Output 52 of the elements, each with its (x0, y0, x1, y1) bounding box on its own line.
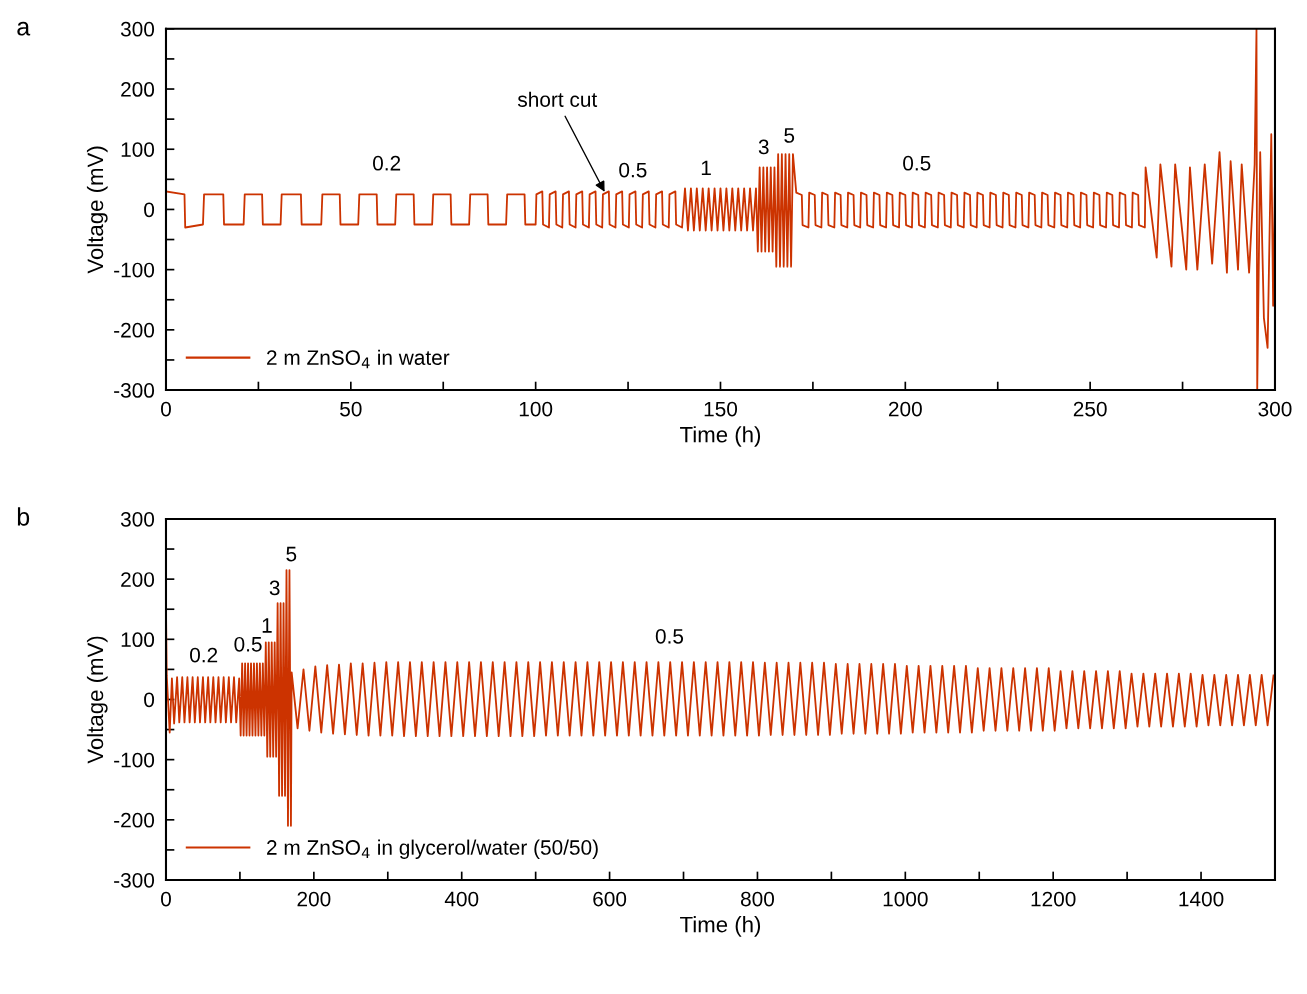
y-tick-label: -100 (114, 262, 155, 278)
annotation: 1 (262, 618, 272, 633)
y-tick-label: -200 (114, 322, 155, 338)
x-tick-label: 800 (740, 891, 775, 907)
x-tick-label: 200 (888, 401, 922, 417)
y-tick-label: -100 (114, 752, 155, 768)
x-tick-label: 0 (161, 891, 171, 907)
annotation: short cut (517, 91, 598, 107)
y-tick-label: 200 (121, 572, 155, 587)
x-tick-label: 1000 (883, 891, 928, 907)
annotation: 0.5 (619, 162, 647, 178)
annotation: 0.5 (903, 155, 931, 171)
annotation: 3 (269, 580, 280, 596)
annotation: 5 (286, 546, 297, 562)
annotation: 5 (784, 128, 795, 143)
x-tick-label: 100 (519, 401, 553, 417)
text: b (17, 507, 30, 526)
y-tick-label: 100 (121, 142, 155, 157)
x-tick-label: 250 (1073, 401, 1107, 417)
line-series (165, 28, 1275, 391)
x-tick-label: 300 (1258, 401, 1292, 417)
y-tick-label: 300 (120, 21, 155, 37)
text: a (17, 21, 31, 36)
annotation: 3 (758, 139, 769, 155)
y-tick-label: -200 (114, 812, 155, 828)
x-tick-label: 200 (297, 891, 331, 907)
y-tick-label: -300 (114, 383, 155, 398)
y-axis-title: Voltage (mV) (86, 146, 108, 274)
x-axis-title: Time (h) (680, 916, 761, 937)
y-tick-label: 0 (144, 202, 155, 218)
x-tick-label: 0 (161, 401, 171, 417)
annotation: 1 (701, 160, 711, 176)
x-tick-label: 1400 (1179, 891, 1224, 907)
y-tick-label: 100 (121, 632, 155, 648)
x-tick-label: 400 (444, 891, 479, 907)
y-tick-label: 0 (144, 692, 155, 708)
legend-label: 2 m ZnSO$_{4}$ in glycerol/water (50/50) (267, 839, 598, 859)
annotation: 0.5 (655, 628, 684, 644)
y-tick-label: -300 (114, 872, 155, 888)
annotation: 0.2 (190, 647, 218, 663)
legend-label: 2 m ZnSO$_{4}$ in water (267, 349, 450, 369)
annotation: 0.5 (234, 636, 262, 652)
annotation: 0.2 (373, 155, 401, 171)
x-tick-label: 150 (704, 401, 738, 417)
x-tick-label: 50 (340, 401, 362, 417)
x-axis-title: Time (h) (680, 426, 761, 447)
y-tick-label: 200 (121, 82, 155, 97)
y-axis-title: Voltage (mV) (86, 636, 108, 764)
line-series (165, 569, 1275, 827)
x-tick-label: 600 (593, 891, 627, 907)
x-tick-label: 1200 (1031, 891, 1076, 907)
y-tick-label: 300 (120, 511, 155, 527)
